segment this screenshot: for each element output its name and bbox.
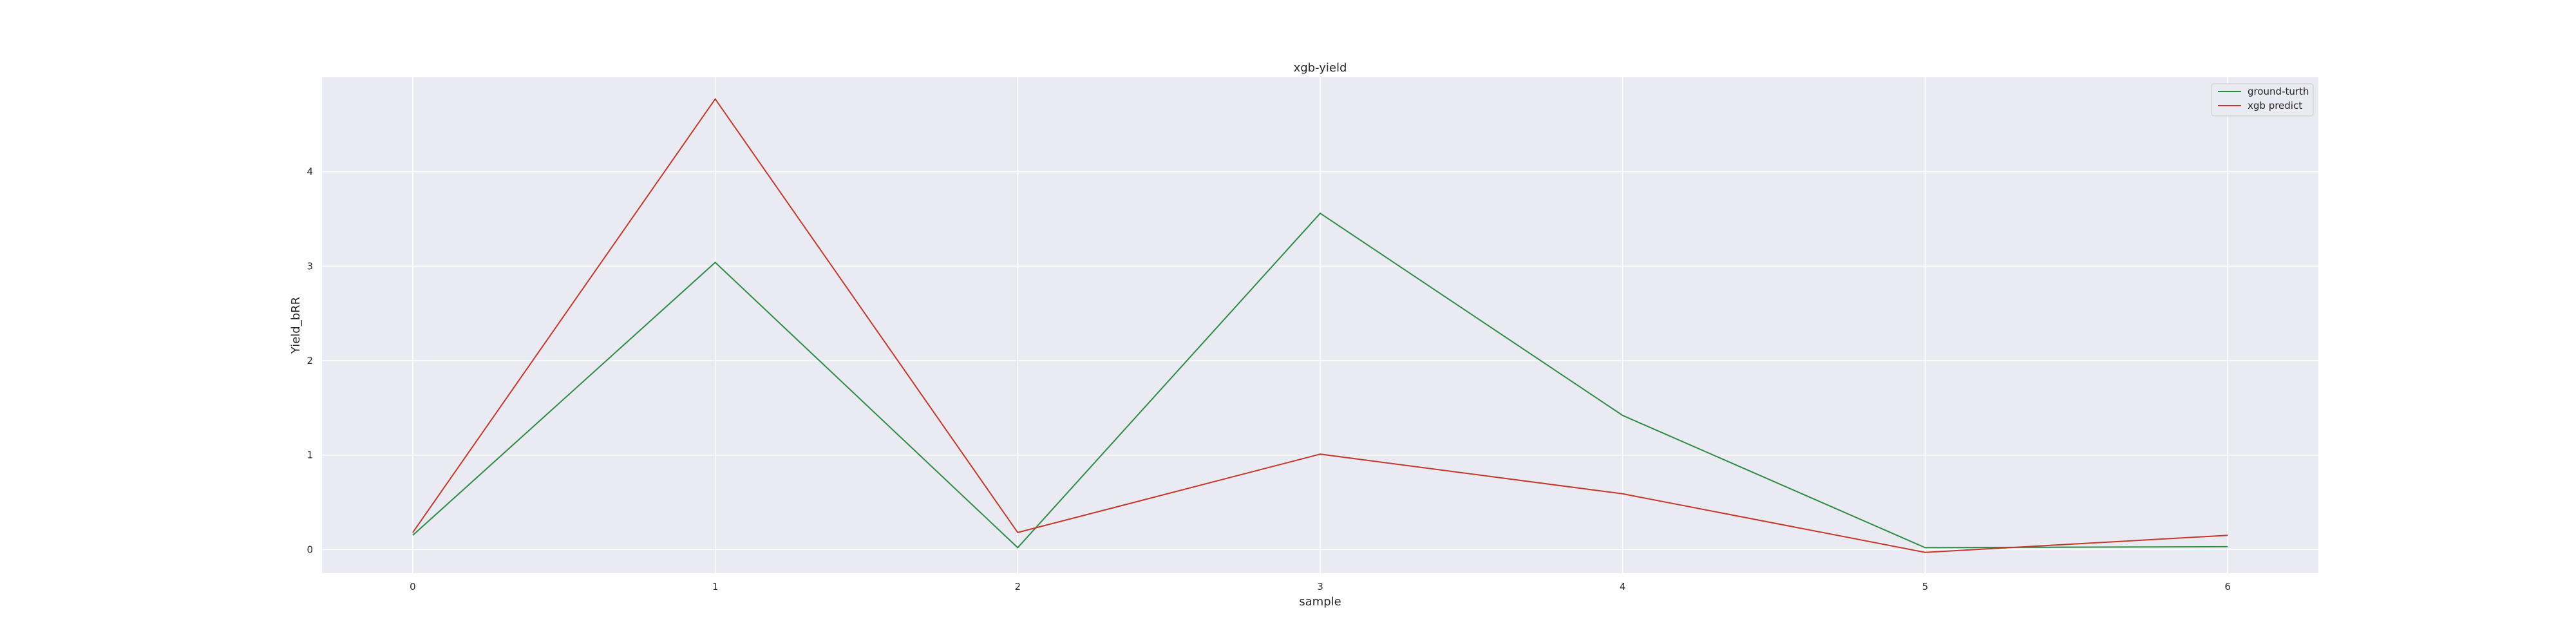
ticks: 0 1 2 3 4 5 6 0 1 2 3 4 <box>307 166 2230 592</box>
legend-label-ground-truth: ground-turth <box>2248 86 2309 97</box>
y-tick-label: 2 <box>307 355 313 366</box>
x-tick-label: 6 <box>2224 581 2231 592</box>
x-tick-label: 0 <box>410 581 416 592</box>
x-tick-label: 5 <box>1922 581 1929 592</box>
series-line-ground-turth <box>412 212 2228 549</box>
series-line-xgb-predict <box>412 97 2228 553</box>
y-tick-label: 4 <box>307 166 313 178</box>
y-axis-label: Yield_bRR <box>289 297 303 354</box>
x-axis-label: sample <box>1299 595 1341 609</box>
grid <box>322 77 2318 573</box>
chart-title: xgb-yield <box>1294 61 1347 75</box>
series-layer <box>412 97 2228 553</box>
y-tick-label: 1 <box>307 450 313 461</box>
y-tick-label: 3 <box>307 260 313 272</box>
y-tick-label: 0 <box>307 544 313 555</box>
x-tick-label: 4 <box>1620 581 1626 592</box>
x-tick-label: 2 <box>1015 581 1021 592</box>
legend-label-xgb-predict: xgb predict <box>2248 100 2302 111</box>
x-tick-label: 1 <box>712 581 719 592</box>
legend: ground-turth xgb predict <box>2211 83 2314 117</box>
x-tick-label: 3 <box>1317 581 1323 592</box>
